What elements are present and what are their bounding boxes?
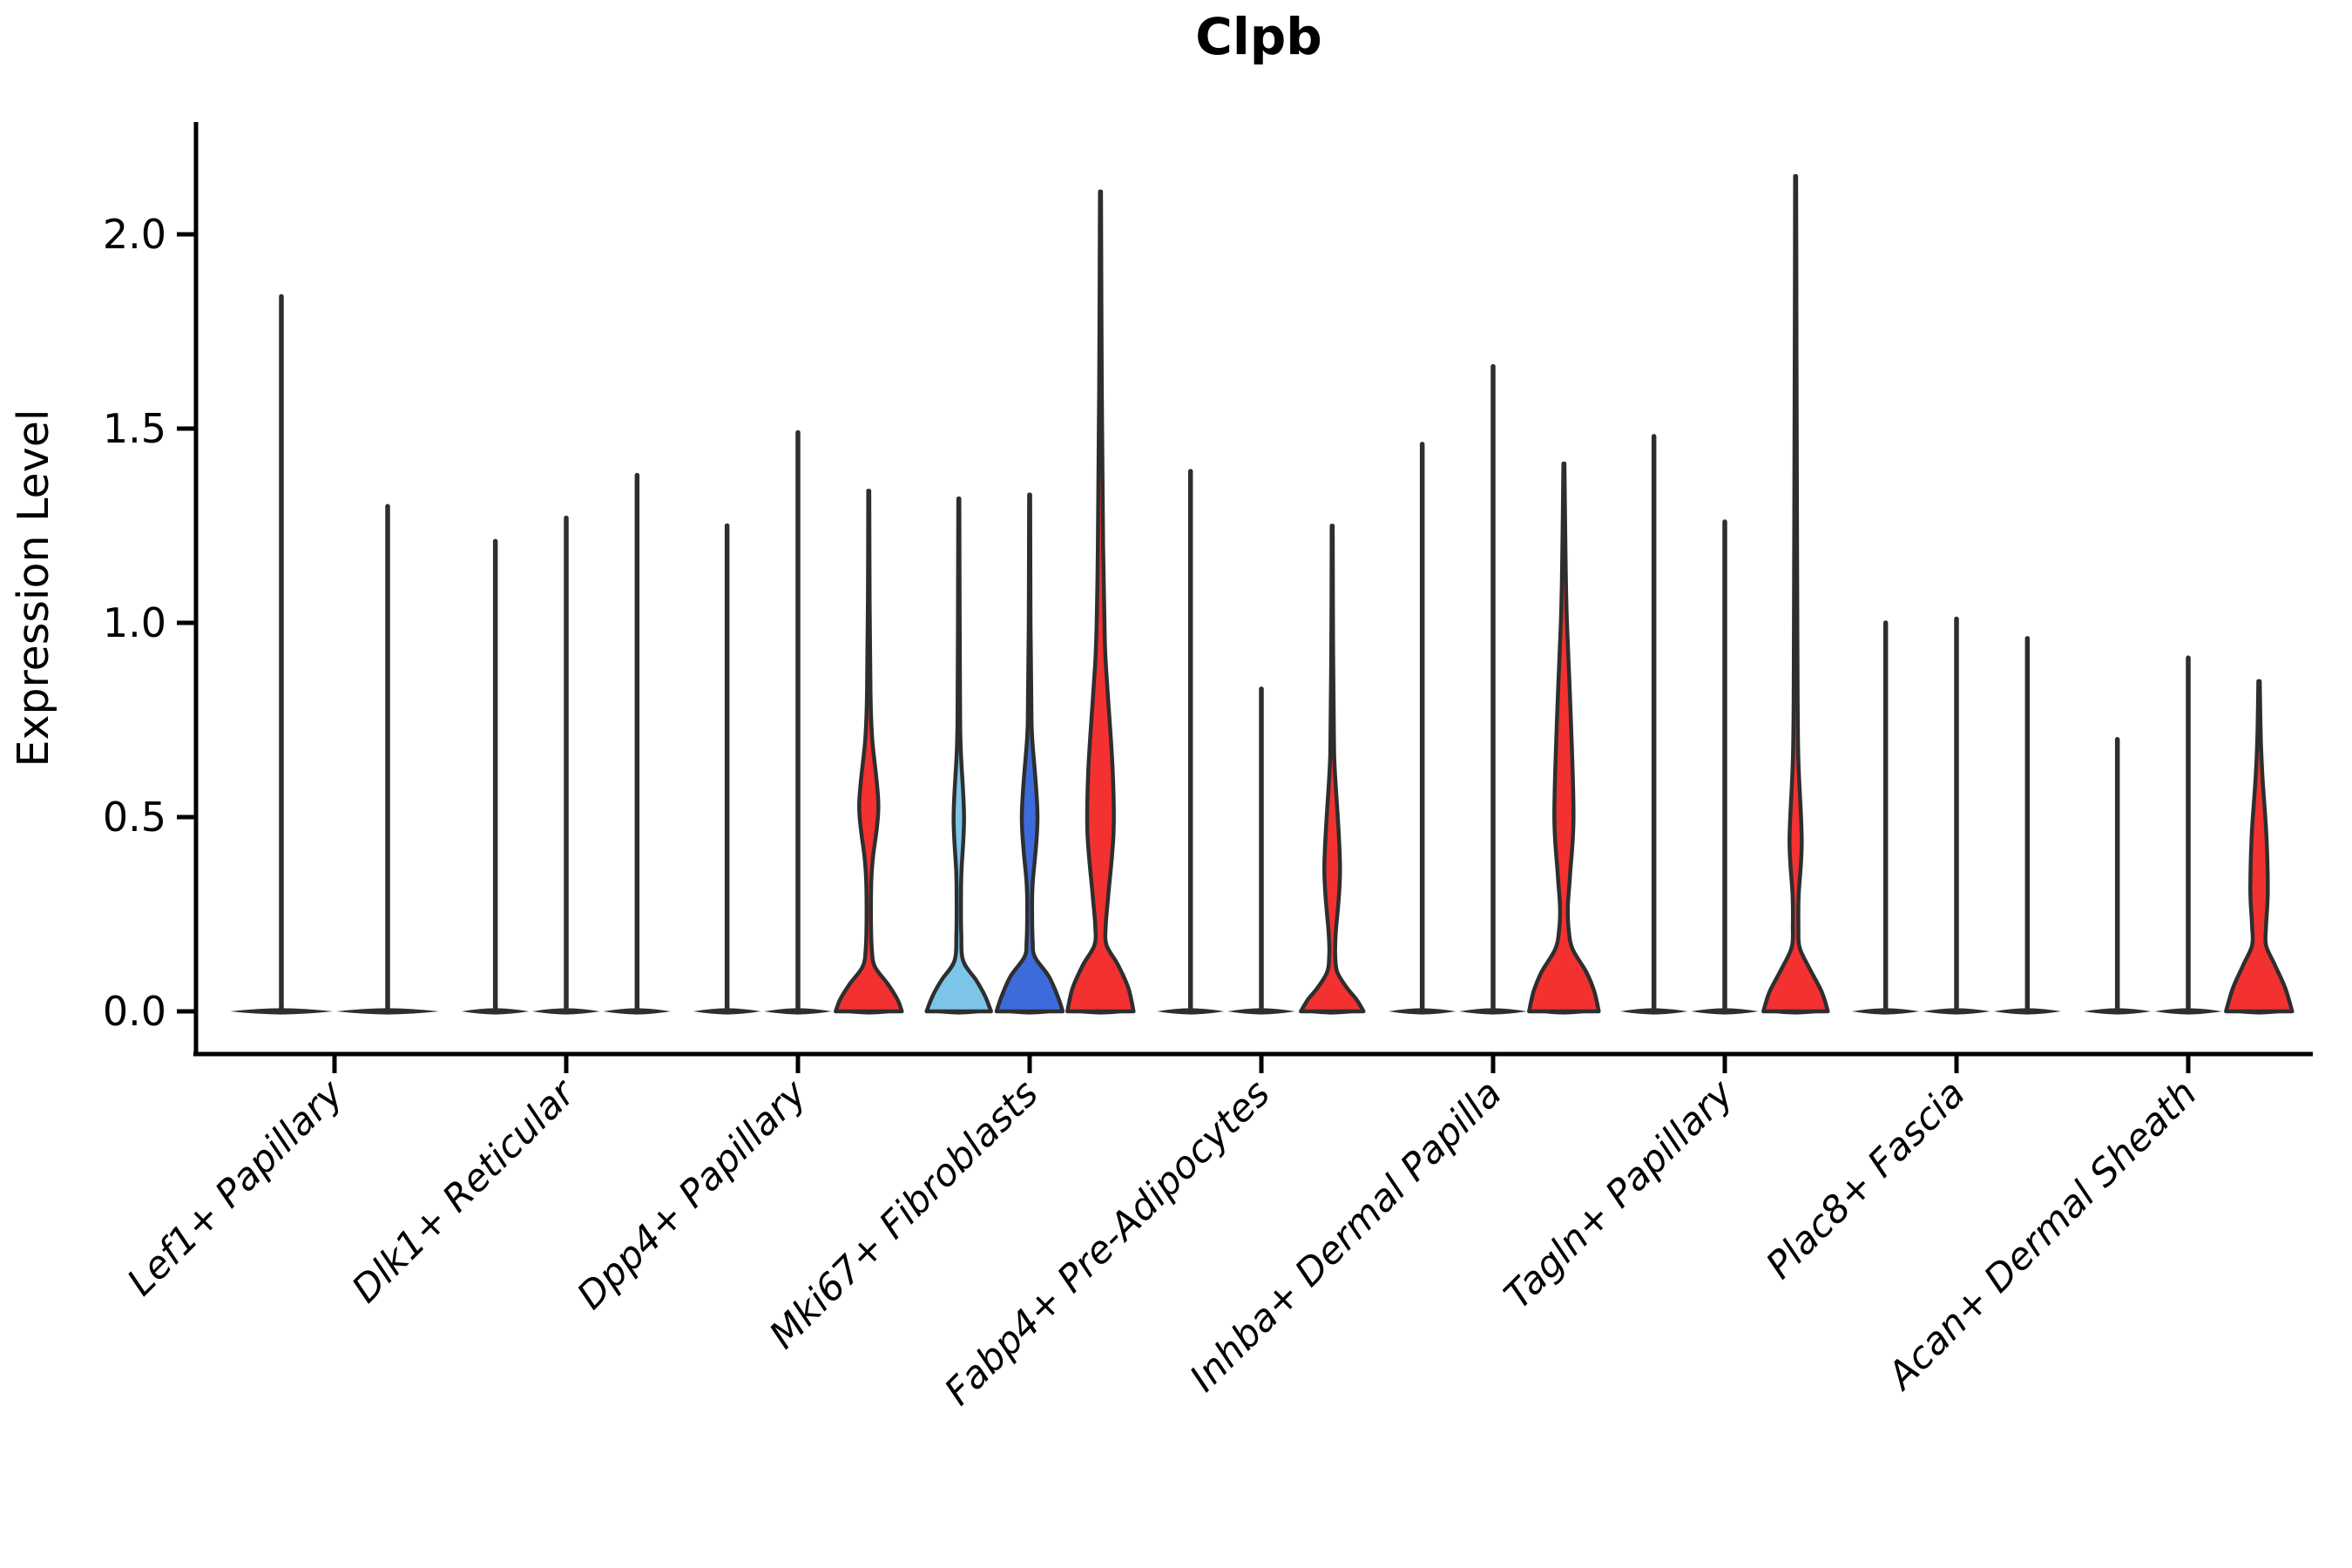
violin-red (1527, 461, 1601, 1014)
violin-blue (994, 492, 1065, 1014)
x-tick-label: Dpp4+ Papillary (569, 1071, 815, 1318)
chart-title: Clpb (1195, 7, 1321, 66)
y-tick-label: 1.5 (103, 405, 166, 452)
violin-marks (230, 173, 2295, 1015)
y-tick-label: 0.5 (103, 794, 166, 841)
violin-red (1299, 524, 1366, 1014)
y-tick-label: 0.0 (103, 988, 166, 1035)
x-tick-label: Dlk1+ Reticular (344, 1071, 585, 1312)
violin-red (1761, 173, 1830, 1014)
y-tick-label: 2.0 (103, 211, 166, 258)
y-tick-label: 1.0 (103, 599, 166, 646)
violin-red (1065, 189, 1136, 1014)
x-tick-label: Plac8+ Fascia (1758, 1071, 1974, 1288)
x-tick-label: Lef1+ Papillary (119, 1071, 352, 1304)
x-tick-label: Tagln+ Papillary (1497, 1071, 1743, 1318)
violin-red (2224, 679, 2295, 1014)
violin-light_blue (924, 497, 993, 1014)
violin-red (834, 489, 904, 1014)
y-axis-label: Expression Level (9, 409, 58, 767)
